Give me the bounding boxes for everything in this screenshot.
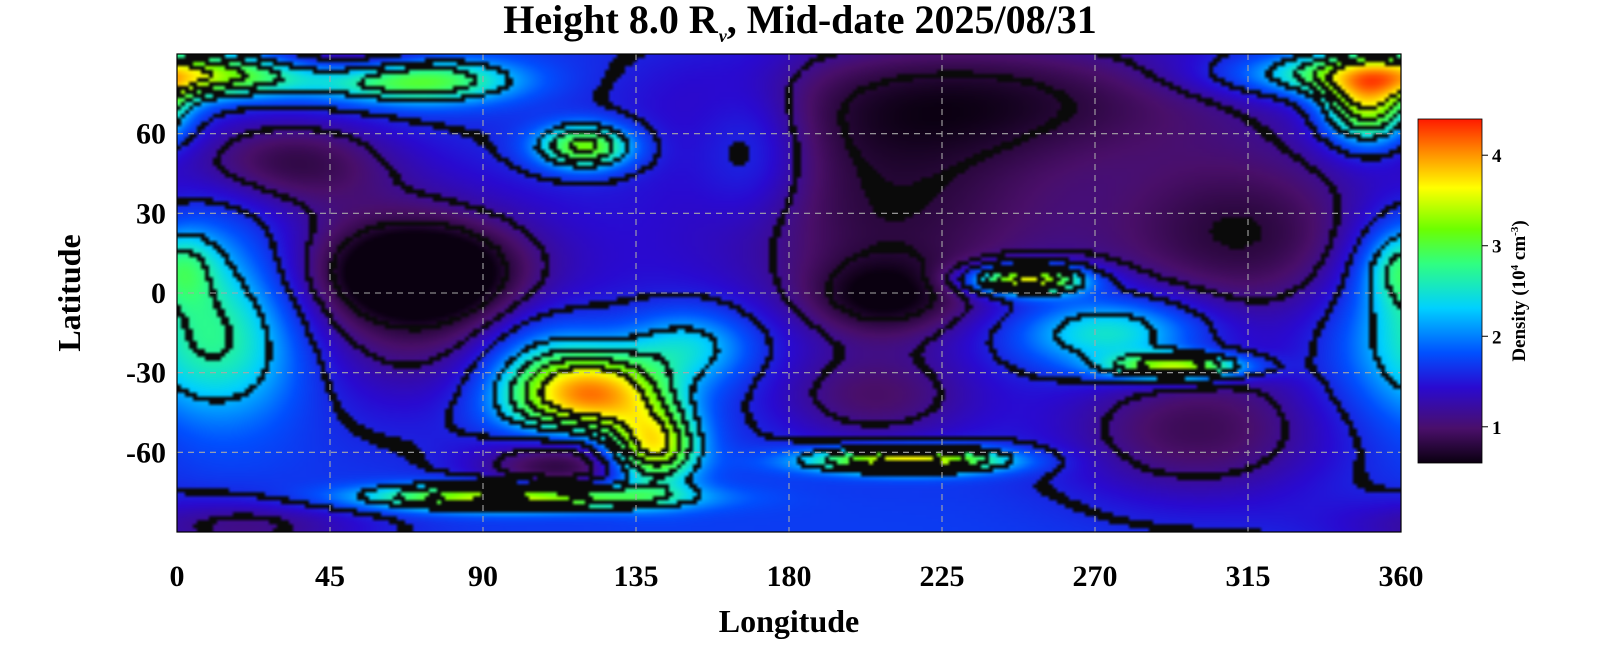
x-tick-label: 0 <box>170 560 185 593</box>
y-tick-label: -30 <box>126 357 166 390</box>
x-axis-label: Longitude <box>719 603 859 639</box>
colorbar-tick-label: 3 <box>1492 237 1502 258</box>
x-tick-label: 135 <box>614 560 659 593</box>
colorbar-label: Density (104 cm-3) <box>1509 220 1530 361</box>
colorbar-tick-label: 1 <box>1492 418 1502 439</box>
x-tick-label: 315 <box>1226 560 1271 593</box>
y-tick-label: -60 <box>126 436 166 469</box>
y-tick-labels: 60 30 0 -30 -60 <box>126 118 166 470</box>
x-tick-labels: 0 45 90 135 180 225 270 315 360 <box>170 560 1424 593</box>
plot-frame <box>176 53 1402 533</box>
colorbar-ticks: 1 2 3 4 <box>1482 146 1502 439</box>
colorbar <box>1417 118 1483 464</box>
x-tick-label: 270 <box>1073 560 1118 593</box>
x-tick-label: 180 <box>767 560 812 593</box>
chart-title: Height 8.0 Rv, Mid-date 2025/08/31 <box>503 0 1097 46</box>
grid-lines <box>177 54 1401 532</box>
y-tick-label: 60 <box>136 118 166 151</box>
x-tick-label: 90 <box>468 560 498 593</box>
x-tick-label: 360 <box>1379 560 1424 593</box>
x-tick-label: 225 <box>920 560 965 593</box>
y-tick-label: 0 <box>151 277 166 310</box>
y-tick-label: 30 <box>136 197 166 230</box>
colorbar-tick-label: 2 <box>1492 327 1502 348</box>
colorbar-tick-label: 4 <box>1492 146 1502 167</box>
y-axis-label: Latitude <box>51 234 87 351</box>
x-tick-label: 45 <box>315 560 345 593</box>
